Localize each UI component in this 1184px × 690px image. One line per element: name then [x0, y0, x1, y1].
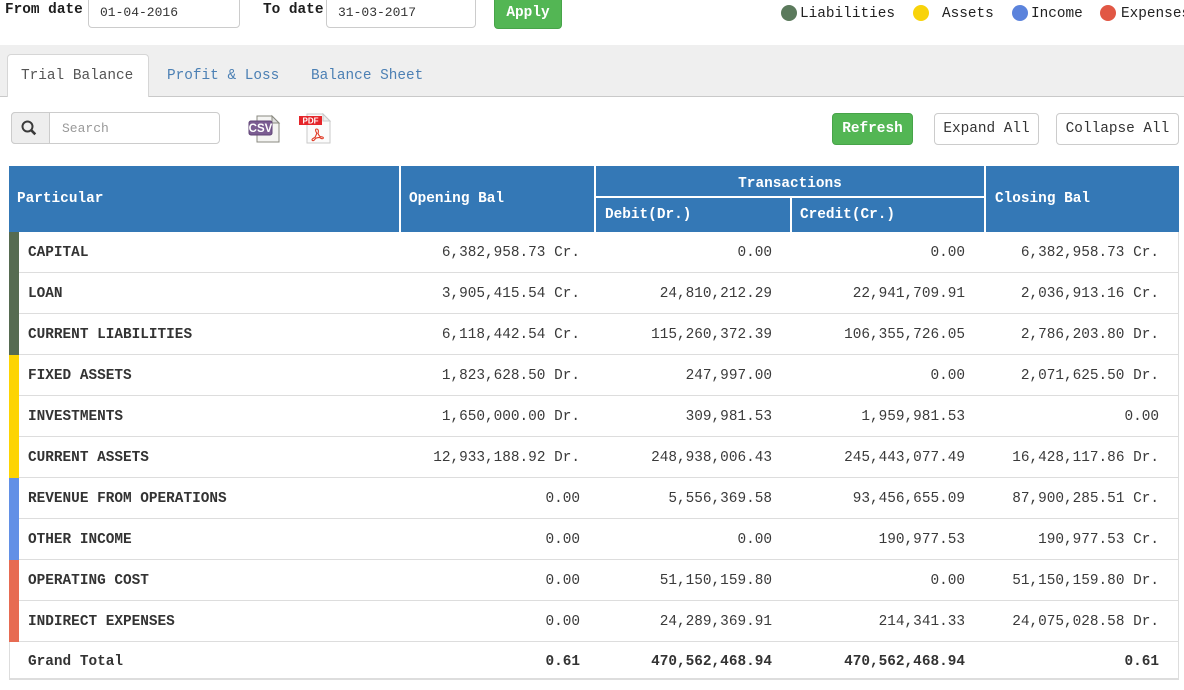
svg-text:CSV: CSV [249, 123, 273, 135]
svg-text:PDF: PDF [303, 117, 319, 126]
